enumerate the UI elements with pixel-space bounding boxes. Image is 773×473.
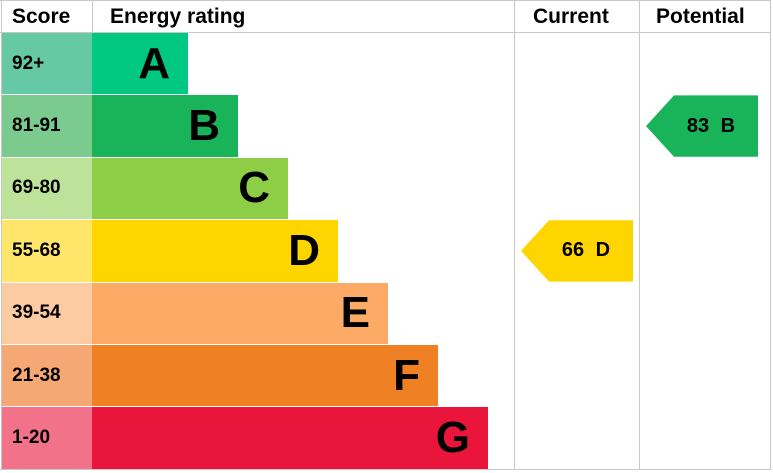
score-range-e: 39-54 (2, 282, 92, 344)
grid-line (770, 0, 771, 470)
header-current: Current (533, 5, 609, 28)
rating-bar-d: D (92, 220, 338, 282)
score-range-d: 55-68 (2, 220, 92, 282)
current-rating-arrow: 66 D (521, 220, 633, 282)
grid-line (639, 0, 640, 470)
score-range-c: 69-80 (2, 157, 92, 220)
rating-bar-b: B (92, 95, 238, 157)
header-score: Score (12, 5, 71, 28)
grid-line (0, 0, 771, 1)
rating-bar-e: E (92, 282, 388, 344)
score-range-g: 1-20 (2, 407, 92, 469)
score-range-b: 81-91 (2, 95, 92, 157)
header-energy-rating: Energy rating (110, 5, 246, 28)
potential-rating-label: 83 B (686, 114, 736, 137)
grid-line (0, 32, 771, 33)
grid-line (1, 0, 2, 470)
potential-rating-arrow: 83 B (646, 95, 758, 157)
score-range-a: 92+ (2, 33, 92, 95)
grid-line (92, 0, 93, 32)
header-potential: Potential (656, 5, 745, 28)
grid-line (0, 469, 771, 470)
score-range-f: 21-38 (2, 345, 92, 407)
current-rating-label: 66 D (561, 239, 611, 262)
rating-bar-c: C (92, 157, 288, 220)
rating-bar-g: G (92, 407, 488, 469)
grid-line (514, 0, 515, 470)
rating-bar-a: A (92, 33, 188, 95)
rating-bar-f: F (92, 345, 438, 407)
